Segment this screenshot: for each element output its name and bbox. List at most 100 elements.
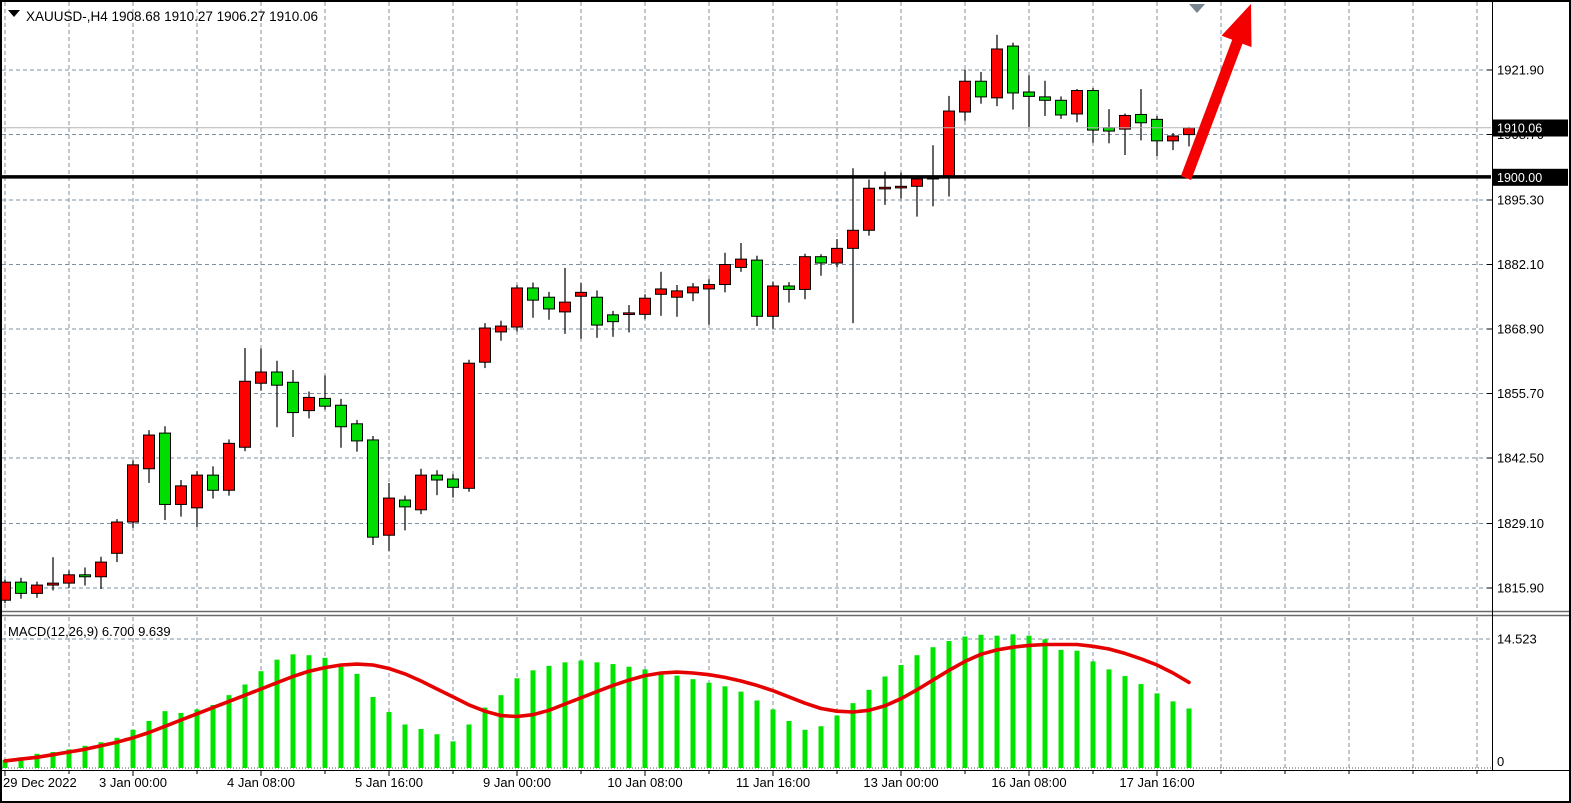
price-axis-label: 1882.10 <box>1497 257 1544 272</box>
candle-body <box>255 371 267 384</box>
candle-body <box>335 404 347 428</box>
candle-body <box>143 434 155 470</box>
trend-arrow-up[interactable] <box>1180 4 1252 180</box>
macd-bar <box>770 709 776 768</box>
candle-body <box>111 521 123 554</box>
chart-title: XAUUSD-,H4 1908.68 1910.27 1906.27 1910.… <box>26 9 318 24</box>
macd-bar <box>1058 649 1064 768</box>
macd-bar <box>194 709 200 768</box>
current-price-badge-text: 1910.06 <box>1497 122 1542 136</box>
level-price-badge-text: 1900.00 <box>1497 171 1542 185</box>
macd-bar <box>50 752 56 768</box>
macd-bar <box>754 700 760 768</box>
macd-bar <box>1154 693 1160 768</box>
price-axis-label: 1895.30 <box>1497 192 1544 207</box>
current-price-badge: 1910.06 <box>1493 119 1568 137</box>
candle-body <box>1071 90 1083 115</box>
macd-bar <box>690 679 696 768</box>
candle-body <box>15 581 27 594</box>
time-axis-labels[interactable]: 29 Dec 2022 3 Jan 00:00 4 Jan 08:00 5 Jan 1… <box>3 770 1478 790</box>
candle-body <box>863 187 875 231</box>
candle-body <box>623 312 635 315</box>
candle-body <box>287 381 299 414</box>
candle-body <box>671 290 683 298</box>
macd-bar <box>338 666 344 768</box>
candle-body <box>799 256 811 290</box>
candle-body <box>223 442 235 491</box>
candle-body <box>719 263 731 286</box>
macd-bar <box>34 753 40 768</box>
candle-body <box>975 80 987 98</box>
macd-bar <box>626 666 632 768</box>
level-price-badge: 1900.00 <box>1493 168 1568 186</box>
candle-body <box>751 259 763 317</box>
macd-bar <box>610 664 616 768</box>
candle-body <box>319 397 331 407</box>
macd-bar <box>18 757 24 768</box>
time-axis-label: 10 Jan 08:00 <box>607 775 682 790</box>
candle-body <box>479 327 491 363</box>
candle-body <box>351 423 363 442</box>
macd-bar <box>82 745 88 768</box>
macd-bar <box>130 729 136 768</box>
macd-bar <box>402 724 408 768</box>
macd-bar <box>1138 684 1144 768</box>
candle-body <box>367 439 379 538</box>
candle-body <box>1167 135 1179 142</box>
time-axis-label: 16 Jan 08:00 <box>991 775 1066 790</box>
symbol-marker-icon[interactable] <box>8 10 20 17</box>
candle-body <box>991 48 1003 99</box>
candle-body <box>207 474 219 491</box>
macd-bar <box>1122 676 1128 768</box>
candle-body <box>959 80 971 113</box>
candle-body <box>383 497 395 536</box>
macd-bar <box>978 634 984 768</box>
macd-bar <box>370 696 376 768</box>
macd-bar <box>722 686 728 768</box>
macd-bar <box>418 728 424 768</box>
macd-bar <box>834 715 840 768</box>
price-axis-labels[interactable]: 1921.901908.701895.301882.101868.901855.… <box>1487 62 1544 596</box>
chart-shift-marker-icon[interactable] <box>1189 4 1205 13</box>
macd-bar <box>1170 701 1176 768</box>
candle-body <box>783 285 795 290</box>
candle-body <box>735 258 747 268</box>
macd-bar <box>162 711 168 768</box>
time-axis-label: 3 Jan 00:00 <box>99 775 167 790</box>
macd-bar <box>242 684 248 768</box>
macd-bar <box>210 704 216 768</box>
price-axis-label: 1868.90 <box>1497 321 1544 336</box>
candle-body <box>495 325 507 333</box>
candle-body <box>607 314 619 323</box>
macd-bar <box>434 734 440 768</box>
macd-bar <box>1042 639 1048 768</box>
candle-body <box>271 371 283 386</box>
candle-body <box>1007 45 1019 94</box>
macd-bar <box>578 660 584 768</box>
time-axis-label: 13 Jan 00:00 <box>863 775 938 790</box>
time-axis-label: 9 Jan 00:00 <box>483 775 551 790</box>
candle-body <box>1055 99 1067 116</box>
candle-body <box>943 110 955 177</box>
macd-bar <box>738 691 744 768</box>
macd-bar <box>994 635 1000 768</box>
candle-body <box>127 464 139 523</box>
macd-bar <box>1090 661 1096 768</box>
macd-bar <box>594 662 600 768</box>
candle-body <box>911 178 923 187</box>
macd-bar <box>450 741 456 768</box>
macd-scale-max-label: 14.523 <box>1497 632 1537 647</box>
candle-body <box>191 474 203 509</box>
candle-body <box>879 186 891 190</box>
macd-bar <box>354 673 360 768</box>
time-axis-label: 4 Jan 08:00 <box>227 775 295 790</box>
candle-body <box>1039 96 1051 101</box>
time-axis-label: 11 Jan 16:00 <box>736 775 810 790</box>
macd-bar <box>530 670 536 768</box>
candle-body <box>687 286 699 294</box>
macd-bar <box>914 655 920 768</box>
macd-bar <box>930 647 936 768</box>
candle-body <box>1087 90 1099 131</box>
